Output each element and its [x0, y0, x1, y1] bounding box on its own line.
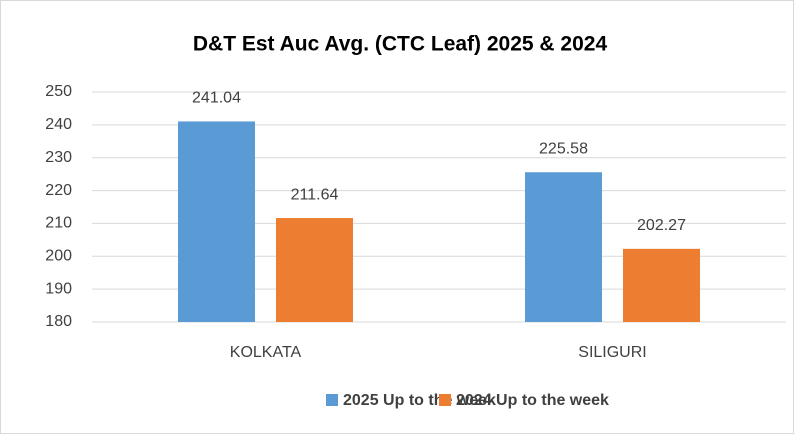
y-tick-label: 230: [45, 149, 72, 166]
data-label: 241.04: [192, 90, 241, 107]
chart-title: D&T Est Auc Avg. (CTC Leaf) 2025 & 2024: [193, 33, 608, 56]
legend-swatch: [326, 394, 338, 406]
bar: [623, 248, 700, 322]
bar: [525, 172, 602, 322]
legend-label: 2025 Up to the week: [343, 392, 496, 409]
data-label: 202.27: [637, 217, 686, 234]
x-tick-label: KOLKATA: [230, 344, 302, 361]
y-tick-label: 220: [45, 182, 72, 199]
bar: [276, 218, 353, 322]
data-label: 225.58: [539, 140, 588, 157]
y-tick-label: 180: [45, 313, 72, 330]
x-tick-label: SILIGURI: [578, 344, 646, 361]
legend-label: 2024 Up to the week: [456, 392, 609, 409]
data-label: 211.64: [291, 186, 339, 203]
y-tick-label: 250: [45, 83, 72, 100]
bar: [178, 121, 255, 322]
y-tick-label: 240: [45, 116, 72, 133]
y-tick-label: 190: [45, 280, 72, 297]
legend-swatch: [439, 394, 451, 406]
y-tick-label: 210: [45, 215, 72, 232]
y-tick-label: 200: [45, 248, 72, 265]
